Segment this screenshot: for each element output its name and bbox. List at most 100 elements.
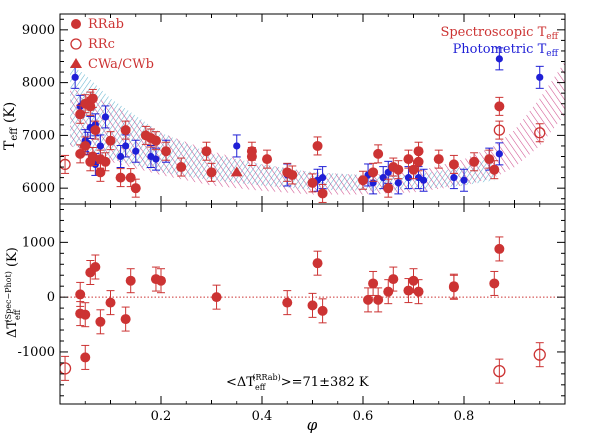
bottom-xlabel: φ: [307, 416, 318, 434]
method-legend: Spectroscopic Teff Photometric Teff: [440, 25, 558, 59]
spectroscopic-rrab-point: [368, 167, 379, 178]
photometric-point: [117, 152, 125, 161]
delta-rrab-point: [95, 316, 106, 327]
delta-rrab-point: [408, 275, 419, 286]
delta-rrab-point: [368, 278, 379, 289]
delta-rrab-point: [373, 294, 384, 305]
spectroscopic-rrab-point: [373, 148, 384, 159]
spectroscopic-rrab-point: [95, 167, 106, 178]
photometric-point: [450, 174, 458, 182]
photometric-point: [420, 176, 428, 184]
spectroscopic-rrab-point: [469, 156, 480, 167]
spectroscopic-rrab-point: [100, 156, 111, 167]
photometric-point: [319, 174, 327, 182]
spectroscopic-rrab-point: [201, 146, 212, 157]
photometric-point: [152, 155, 160, 163]
top-panel: 6000 7000 8000 9000 Teff (K) RRab RRc CWa/C…: [2, 13, 566, 205]
spectroscopic-rrab-point: [312, 140, 323, 151]
photometric-point: [101, 113, 110, 121]
y-tick-label: 0: [47, 290, 55, 305]
delta-teff-points: [60, 236, 546, 384]
delta-rrab-point: [282, 297, 293, 308]
delta-rrab-point: [211, 292, 222, 303]
photometric-point: [495, 150, 503, 158]
y-tick-label: 8000: [22, 76, 55, 91]
spectroscopic-rrc-point: [534, 127, 546, 139]
spectroscopic-rrc-point: [493, 124, 506, 136]
legend-spectroscopic-label: Spectroscopic Teff: [440, 25, 558, 42]
y-tick-label: 6000: [22, 181, 55, 196]
teff-bands: [70, 61, 565, 195]
y-tick-label: -1000: [18, 345, 55, 360]
y-tick-label: 1000: [22, 235, 55, 250]
delta-rrc-point: [493, 364, 506, 378]
spectroscopic-rrab-point: [403, 154, 414, 165]
photometric-band: [70, 64, 495, 191]
spectroscopic-rrab-point: [408, 164, 419, 175]
spectroscopic-rrab-point: [383, 183, 394, 194]
delta-rrab-point: [105, 297, 116, 308]
delta-rrab-point: [307, 300, 318, 311]
legend-rrab-marker: [71, 19, 81, 29]
legend-cw-label: CWa/CWb: [88, 57, 154, 72]
spectroscopic-rrab-point: [448, 159, 459, 170]
legend-cw-marker: [70, 58, 82, 68]
bottom-panel: -1000 0 1000 0.2 0.4 0.6 0.8 ΔTeff(Spec−Phot) …: [4, 203, 566, 434]
photometric-point: [394, 179, 402, 187]
spectroscopic-rrab-point: [433, 154, 444, 165]
x-tick-label: 0.2: [151, 409, 172, 424]
spectroscopic-rrab-point: [358, 175, 368, 186]
teff-points: [60, 47, 546, 203]
delta-rrab-point: [317, 305, 328, 316]
delta-rrc-point: [533, 348, 546, 361]
symbol-legend: RRab RRc CWa/CWb: [70, 17, 154, 72]
spectroscopic-rrab-point: [161, 146, 172, 157]
spectroscopic-rrab-point: [75, 109, 86, 120]
spectroscopic-rrab-point: [206, 167, 217, 178]
delta-rrab-point: [388, 274, 399, 285]
spectroscopic-rrab-point: [494, 101, 505, 112]
spectroscopic-rrab-point: [489, 164, 500, 175]
photometric-point: [495, 55, 503, 63]
spectroscopic-rrab-point: [307, 177, 318, 188]
spectroscopic-rrab-point: [80, 140, 91, 151]
spectroscopic-rrab-point: [317, 188, 328, 199]
delta-rrab-point: [383, 286, 394, 297]
spectroscopic-rrab-point: [150, 135, 161, 146]
legend-photometric-label: Photometric Teff: [453, 42, 559, 59]
delta-rrab-point: [413, 286, 424, 297]
bottom-ylabel: ΔTeff(Spec−Phot) (K): [4, 247, 22, 338]
mean-offset-annotation: <ΔTeff(RRab)>=71±382 K: [226, 373, 369, 392]
x-tick-label: 0.4: [252, 409, 273, 424]
y-tick-label: 7000: [22, 128, 55, 143]
spectroscopic-rrab-point: [115, 172, 126, 183]
spectroscopic-rrab-point: [484, 154, 495, 165]
spectroscopic-rrab-point: [90, 125, 101, 136]
x-tick-label: 0.8: [454, 409, 475, 424]
delta-rrab-point: [75, 289, 86, 300]
spectroscopic-rrab-point: [130, 183, 141, 194]
y-tick-label: 9000: [22, 23, 55, 38]
spectroscopic-rrab-point: [393, 164, 404, 175]
legend-rrab-label: RRab: [88, 17, 124, 32]
photometric-point: [460, 176, 468, 184]
delta-rrab-point: [120, 314, 131, 325]
spectroscopic-rrab-point: [287, 169, 298, 180]
delta-rrab-point: [90, 262, 101, 273]
delta-rrab-point: [403, 285, 414, 296]
delta-rrab-point: [125, 275, 136, 286]
delta-rrab-point: [363, 294, 374, 305]
spectroscopic-rrab-point: [75, 148, 86, 159]
delta-rrab-point: [80, 309, 91, 320]
legend-rrc-marker: [70, 38, 82, 50]
spectroscopic-rrab-point: [87, 151, 98, 162]
delta-rrab-point: [448, 281, 459, 292]
photometric-point: [71, 73, 79, 81]
spectroscopic-rrab-point: [87, 93, 98, 104]
top-axis-ticks: 6000 7000 8000 9000: [22, 14, 566, 204]
spectroscopic-rrab-point: [413, 146, 424, 157]
spectroscopic-rrab-point: [125, 172, 136, 183]
delta-rrab-point: [312, 258, 323, 269]
photometric-point: [404, 174, 413, 182]
